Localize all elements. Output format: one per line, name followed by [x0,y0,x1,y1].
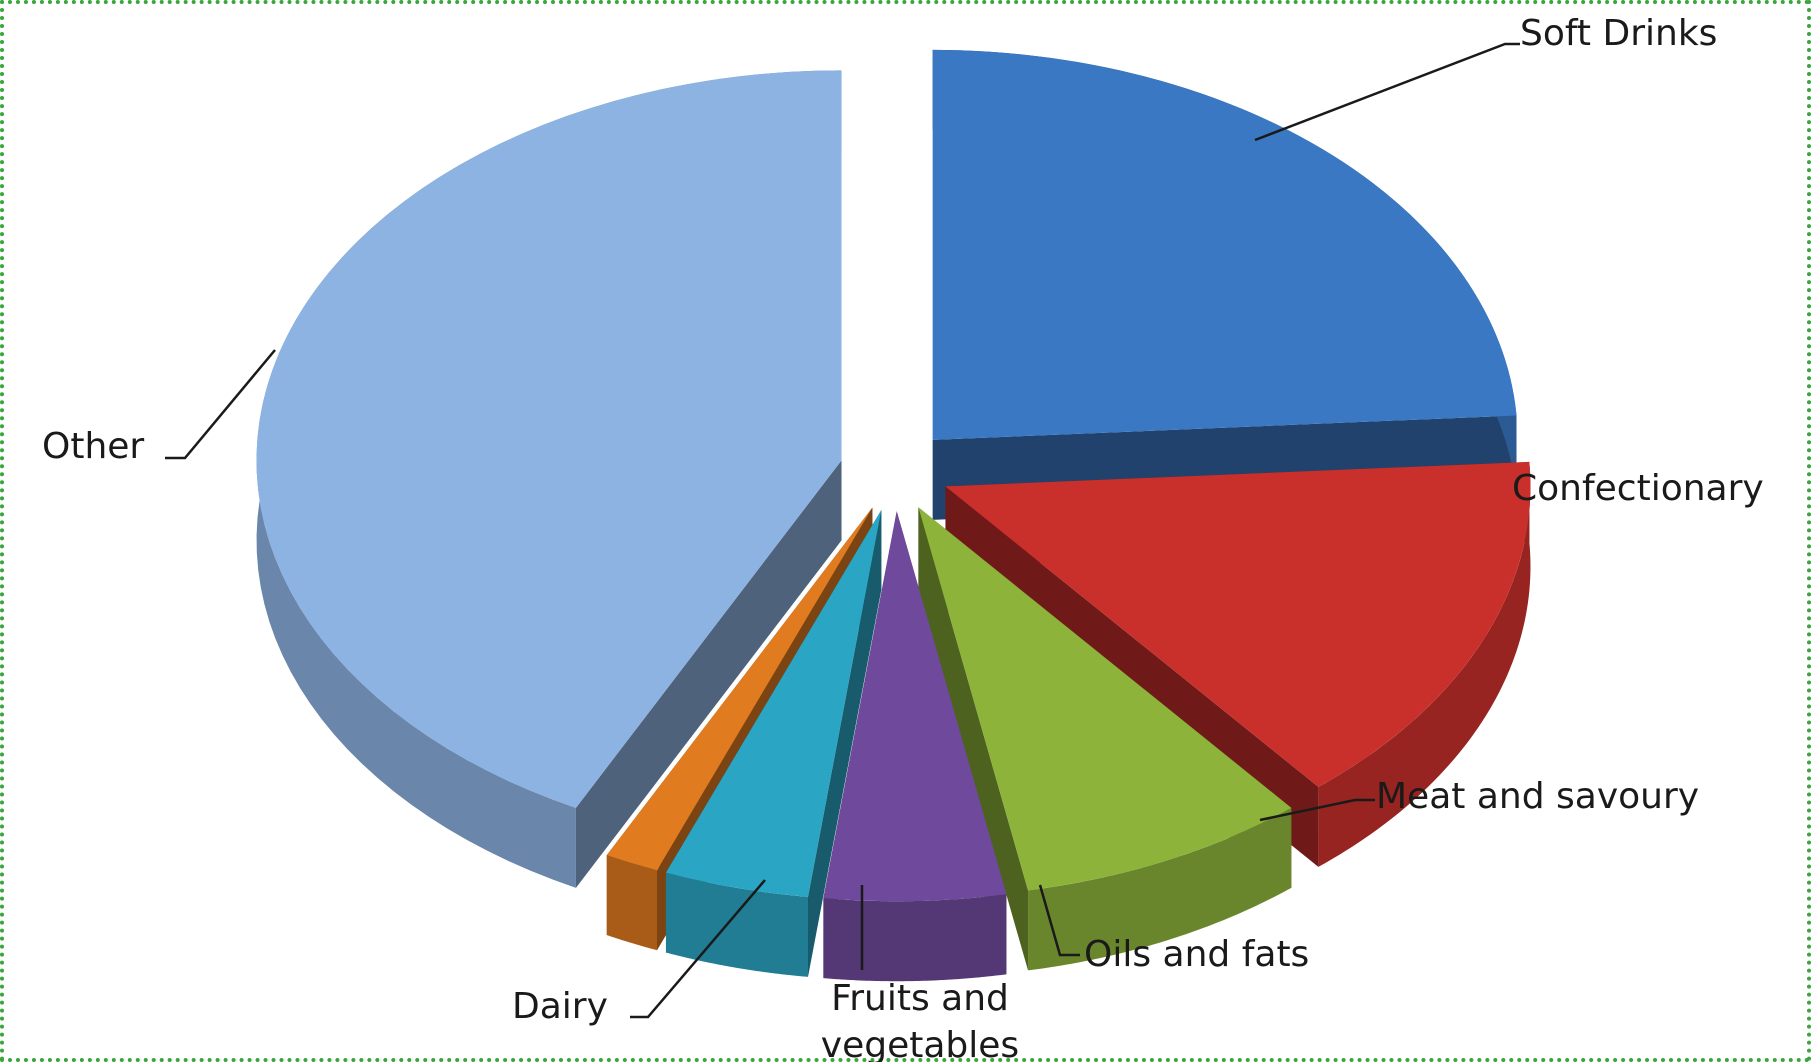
slice-top-meat-and-savoury [918,507,1292,891]
slice-top-confectionary [945,461,1531,787]
label-fruits-line1: Fruits and [831,978,1009,1019]
slice-top-dairy [606,507,873,871]
slice-oils-and-fats [823,511,1007,982]
label-fruits-line2: vegetables [821,1025,1019,1062]
slice-rim-oils-and-fats [823,894,1007,982]
slice-wall-fruits-and-vegetables-0 [808,509,882,977]
slice-rim-dairy [606,855,658,951]
slice-wall-other-0 [575,460,842,888]
slice-top-soft-drinks [932,49,1517,440]
slice-top-fruits-and-vegetables [665,509,882,897]
label-confectionary: Confectionary [1512,468,1764,509]
slice-meat-and-savoury [918,507,1292,971]
leader-oils [1038,884,1080,957]
slice-other [256,70,842,888]
leader-lines [165,42,1520,1019]
label-soft-drinks: Soft Drinks [1520,13,1717,54]
slice-rim-meat-and-savoury [1028,807,1292,971]
label-oils-and-fats: Oils and fats [1084,934,1309,975]
slice-top-oils-and-fats [823,511,1007,902]
leader-soft-drinks [1254,42,1520,142]
leader-dairy [630,879,766,1019]
pie-slices [256,49,1531,982]
leader-other [165,349,276,460]
slice-fruits-and-vegetables [665,509,882,977]
slice-soft-drinks [932,49,1517,520]
slice-wall-meat-and-savoury-1 [918,507,1029,971]
slice-top-other [256,70,842,808]
label-dairy: Dairy [512,986,608,1027]
slice-rim-confectionary [1318,461,1531,867]
label-other: Other [42,426,144,467]
label-meat-and-savoury: Meat and savoury [1376,776,1699,817]
leader-meat [1259,798,1375,822]
slice-rim-fruits-and-vegetables [665,872,809,977]
